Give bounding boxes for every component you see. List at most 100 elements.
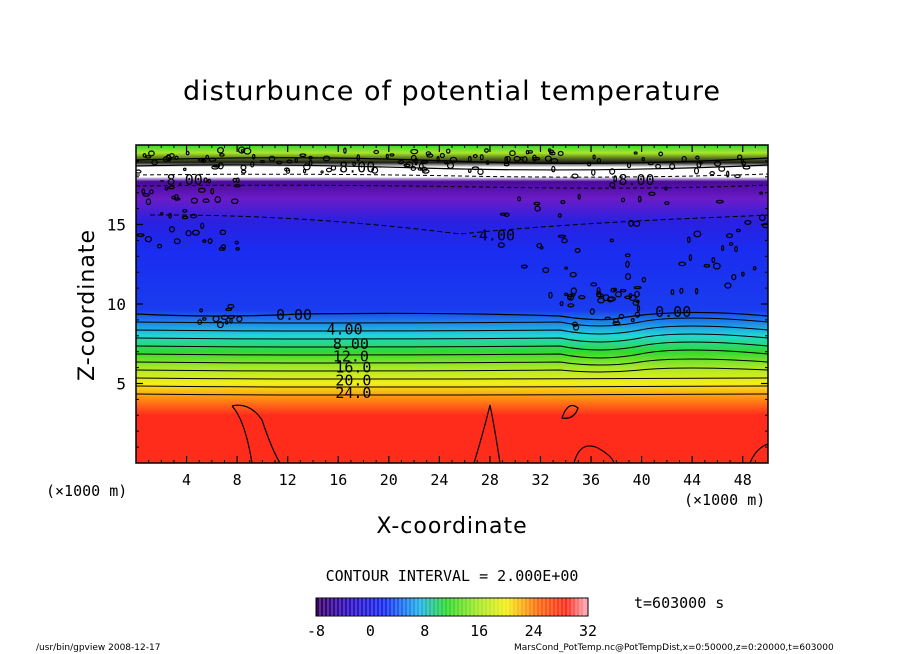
contour-line xyxy=(231,404,281,463)
noise-blob xyxy=(144,235,153,243)
noise-blob xyxy=(734,245,739,253)
noise-blob xyxy=(761,222,768,229)
noise-blob xyxy=(636,305,641,312)
noise-blob xyxy=(236,315,243,323)
noise-blob xyxy=(614,291,622,298)
noise-blob xyxy=(560,199,566,205)
noise-blob xyxy=(724,282,732,289)
noise-blob xyxy=(632,300,640,306)
noise-blob xyxy=(559,300,564,307)
noise-blob xyxy=(681,155,687,163)
noise-blob xyxy=(229,317,233,324)
noise-blob xyxy=(734,174,741,179)
noise-blob xyxy=(320,170,324,174)
contour-label-0: -8.00 xyxy=(158,171,203,189)
noise-blob xyxy=(224,320,229,325)
noise-blob xyxy=(136,169,142,174)
noise-blob xyxy=(203,177,208,184)
colorbar-tick-label-3: 16 xyxy=(470,622,488,640)
noise-blob xyxy=(160,211,164,216)
noise-blob xyxy=(577,193,581,200)
noise-blob xyxy=(693,167,700,175)
noise-blob xyxy=(181,215,189,220)
noise-blob xyxy=(551,165,556,173)
noise-blob xyxy=(356,154,361,162)
noise-blob xyxy=(240,149,245,153)
noise-blob xyxy=(612,321,621,326)
noise-blob xyxy=(647,161,654,166)
noise-blob xyxy=(604,316,611,321)
noise-blob xyxy=(703,263,711,268)
noise-blob xyxy=(199,308,203,313)
noise-blob xyxy=(655,163,662,170)
noise-blob xyxy=(602,294,610,302)
noise-blob xyxy=(397,159,405,165)
noise-blob xyxy=(225,307,233,312)
noise-blob xyxy=(664,201,670,206)
noise-blob xyxy=(634,290,640,298)
x-tick-label-3: 16 xyxy=(329,471,347,489)
noise-blob xyxy=(174,197,181,201)
contour-label-9: 16.0 xyxy=(335,359,371,377)
noise-blob xyxy=(285,167,291,174)
noise-blob xyxy=(596,157,602,164)
noise-blob xyxy=(445,148,451,154)
footer-right: MarsCond_PotTemp.nc@PotTempDist,x=0:5000… xyxy=(514,643,834,653)
noise-blob xyxy=(571,173,579,179)
noise-blob xyxy=(299,153,307,158)
noise-blob xyxy=(214,196,221,203)
noise-blob xyxy=(544,155,552,162)
noise-blob xyxy=(168,212,172,219)
noise-blob xyxy=(567,293,575,301)
noise-blob xyxy=(322,155,331,162)
noise-blob xyxy=(557,213,562,218)
footer-left: /usr/bin/gpview 2008-12-17 xyxy=(36,643,161,653)
noise-blob xyxy=(609,182,616,188)
noise-blob xyxy=(197,158,205,162)
noise-blob xyxy=(679,287,684,294)
noise-blob xyxy=(564,266,569,270)
contour-noise xyxy=(136,146,768,331)
noise-blob xyxy=(436,156,440,163)
noise-blob xyxy=(620,197,626,203)
noise-blob xyxy=(630,318,635,323)
contour-line xyxy=(136,317,768,327)
noise-blob xyxy=(696,161,702,168)
noise-blob xyxy=(212,315,220,323)
y-axis-label: Z-coordinate xyxy=(75,229,100,381)
noise-blob xyxy=(726,170,730,178)
noise-blob xyxy=(484,148,489,153)
noise-blob xyxy=(624,295,632,300)
noise-blob xyxy=(626,162,632,169)
noise-blob xyxy=(670,289,675,295)
noise-blob xyxy=(619,288,627,293)
y-tick-label-1: 10 xyxy=(107,295,126,314)
contour-line xyxy=(561,405,579,419)
noise-blob xyxy=(414,158,418,166)
noise-blob xyxy=(567,303,575,308)
noise-blob xyxy=(410,165,417,171)
x-tick-label-2: 12 xyxy=(279,471,297,489)
contour-line xyxy=(136,341,768,351)
noise-blob xyxy=(208,157,217,162)
field-background xyxy=(136,145,768,463)
noise-blob xyxy=(533,201,541,206)
noise-blob xyxy=(613,317,619,324)
noise-blob xyxy=(506,155,511,163)
noise-blob xyxy=(694,287,699,295)
noise-blob xyxy=(330,165,337,171)
noise-blob xyxy=(595,291,602,298)
colorbar-tick-label-5: 32 xyxy=(579,622,597,640)
noise-blob xyxy=(525,149,530,155)
noise-blob xyxy=(240,164,247,171)
noise-blob xyxy=(758,214,766,222)
contour-line xyxy=(136,349,768,359)
noise-blob xyxy=(520,264,528,269)
noise-blob xyxy=(586,161,592,167)
noise-blob xyxy=(202,239,207,244)
noise-blob xyxy=(628,219,634,227)
noise-blob xyxy=(237,146,246,154)
noise-blob xyxy=(233,184,241,188)
noise-blob xyxy=(202,198,210,203)
noise-blob xyxy=(709,171,715,176)
